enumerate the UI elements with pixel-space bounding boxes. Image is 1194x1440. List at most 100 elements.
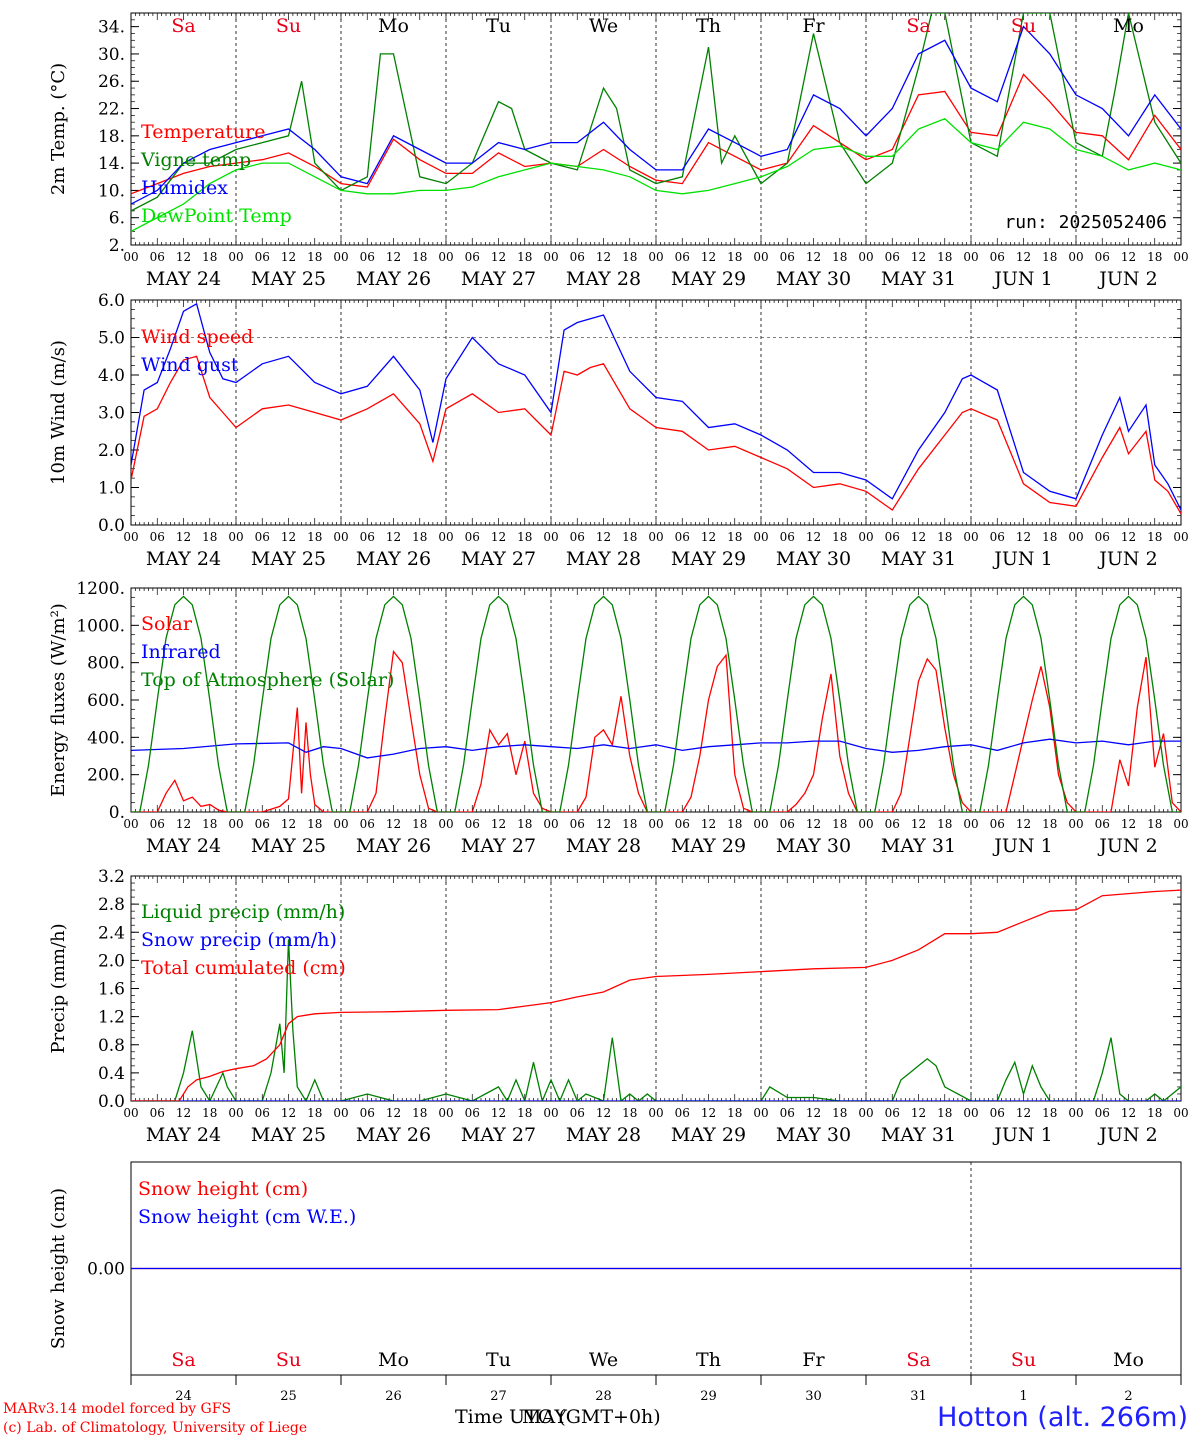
hour-tick-label: 00 (753, 817, 768, 831)
date-label: MAY 31 (881, 268, 956, 290)
y-tick-label: 1.0 (98, 479, 125, 499)
day-name-label: Tu (486, 1349, 511, 1371)
date-label: MAY 24 (146, 835, 221, 857)
hour-tick-label: 06 (360, 1106, 375, 1120)
hour-tick-label: 00 (438, 1106, 453, 1120)
hour-tick-label: 18 (202, 250, 217, 264)
hour-tick-label: 12 (596, 1106, 611, 1120)
hour-tick-label: 00 (333, 250, 348, 264)
hour-tick-label: 18 (517, 817, 532, 831)
y-tick-label: 26. (98, 72, 125, 92)
hour-tick-label: 06 (255, 817, 270, 831)
hour-tick-label: 12 (386, 1106, 401, 1120)
hour-tick-label: 18 (622, 1106, 637, 1120)
hour-tick-label: 18 (727, 250, 742, 264)
hour-tick-label: 12 (1121, 817, 1136, 831)
hour-tick-label: 06 (885, 250, 900, 264)
panel-1: 00 06 12 18 00 06 12 18 00 06 12 18 00 06 12 18 00 06 12 18… (48, 12, 1189, 290)
hour-tick-label: 00 (858, 817, 873, 831)
hour-tick-label: 06 (360, 250, 375, 264)
y-tick-label: 0.0 (98, 516, 125, 536)
hour-tick-label: 06 (150, 1106, 165, 1120)
hour-tick-label: 06 (990, 817, 1005, 831)
date-label: MAY 27 (461, 835, 536, 857)
day-number-label: 24 (175, 1389, 192, 1404)
date-label: MAY 31 (881, 1124, 956, 1146)
hour-tick-label: 18 (1147, 817, 1162, 831)
hour-tick-label: 00 (123, 250, 138, 264)
legend-entry: Top of Atmosphere (Solar) (141, 669, 394, 691)
day-name-label: Mo (1113, 1349, 1144, 1371)
hour-tick-label: 18 (412, 817, 427, 831)
date-label: MAY 25 (251, 1124, 326, 1146)
panels-layer: 00 06 12 18 00 06 12 18 00 06 12 18 00 06 12 18 00 06 12 18… (48, 12, 1189, 1404)
hour-tick-label: 00 (858, 250, 873, 264)
date-label: MAY 28 (566, 548, 641, 570)
hour-tick-label: 00 (333, 817, 348, 831)
hour-tick-label: 18 (622, 250, 637, 264)
date-label: MAY 26 (356, 548, 431, 570)
hour-tick-label: 18 (412, 530, 427, 544)
hour-tick-label: 18 (832, 1106, 847, 1120)
date-label: MAY 28 (566, 1124, 641, 1146)
y-axis-label: Snow height (cm) (48, 1188, 69, 1349)
date-label: JUN 1 (992, 268, 1052, 290)
hour-tick-label: 12 (911, 817, 926, 831)
day-name-label: Sa (171, 1349, 195, 1371)
hour-tick-label: 06 (465, 1106, 480, 1120)
y-tick-label: 3.0 (98, 404, 125, 424)
hour-tick-label: 06 (465, 250, 480, 264)
hour-tick-label: 06 (885, 1106, 900, 1120)
hour-tick-label: 00 (648, 817, 663, 831)
day-name-label: Th (696, 1349, 721, 1371)
hour-tick-label: 00 (963, 250, 978, 264)
y-axis-label: Energy fluxes (W/m²) (48, 603, 69, 797)
legend-entry: Snow height (cm W.E.) (138, 1206, 356, 1228)
y-axis-label: 2m Temp. (°C) (48, 63, 69, 195)
hour-tick-label: 12 (1121, 530, 1136, 544)
date-label: MAY 30 (776, 1124, 851, 1146)
hour-tick-label: 00 (1173, 1106, 1188, 1120)
hour-tick-label: 06 (570, 817, 585, 831)
y-axis-label: Precip (mm/h) (48, 923, 69, 1053)
y-tick-label: 6. (109, 209, 125, 229)
hour-tick-label: 12 (701, 530, 716, 544)
y-tick-label: 30. (98, 45, 125, 65)
y-tick-label: 18. (98, 127, 125, 147)
hour-tick-label: 12 (911, 1106, 926, 1120)
hour-tick-label: 12 (701, 817, 716, 831)
hour-tick-label: 00 (648, 530, 663, 544)
hour-tick-label: 06 (150, 250, 165, 264)
hour-tick-label: 00 (438, 250, 453, 264)
hour-tick-label: 12 (176, 817, 191, 831)
legend-entry: Humidex (141, 177, 228, 199)
hour-tick-label: 12 (386, 530, 401, 544)
day-name-label: Sa (906, 1349, 930, 1371)
series-line (131, 649, 1181, 812)
panel-5: 0.00 Snow height (cm) Snow height (cm) Snow… (48, 1161, 1182, 1404)
station-label: Hotton (alt. 266m) (937, 1402, 1188, 1433)
day-name-label: Fr (802, 15, 825, 37)
model-credit-line2: (c) Lab. of Climatology, University of L… (3, 1420, 308, 1436)
hour-tick-label: 12 (1121, 250, 1136, 264)
hour-tick-label: 00 (228, 1106, 243, 1120)
day-name-label: Sa (906, 15, 930, 37)
series-line (131, 738, 1181, 759)
hour-tick-label: 18 (412, 1106, 427, 1120)
date-label: MAY 26 (356, 835, 431, 857)
hour-tick-label: 18 (517, 250, 532, 264)
hour-tick-label: 18 (622, 817, 637, 831)
hour-tick-label: 18 (202, 1106, 217, 1120)
date-label: MAY 30 (776, 268, 851, 290)
hour-tick-label: 12 (176, 250, 191, 264)
hour-tick-label: 00 (858, 1106, 873, 1120)
hour-tick-label: 12 (281, 530, 296, 544)
hour-tick-label: 18 (1042, 817, 1057, 831)
hour-tick-label: 06 (675, 530, 690, 544)
day-name-label: We (589, 1349, 618, 1371)
day-number-label: 31 (910, 1389, 927, 1404)
y-tick-label: 1.6 (98, 980, 125, 1000)
legend-entry: Solar (141, 613, 193, 635)
hour-tick-label: 00 (753, 530, 768, 544)
hour-tick-label: 18 (1147, 1106, 1162, 1120)
